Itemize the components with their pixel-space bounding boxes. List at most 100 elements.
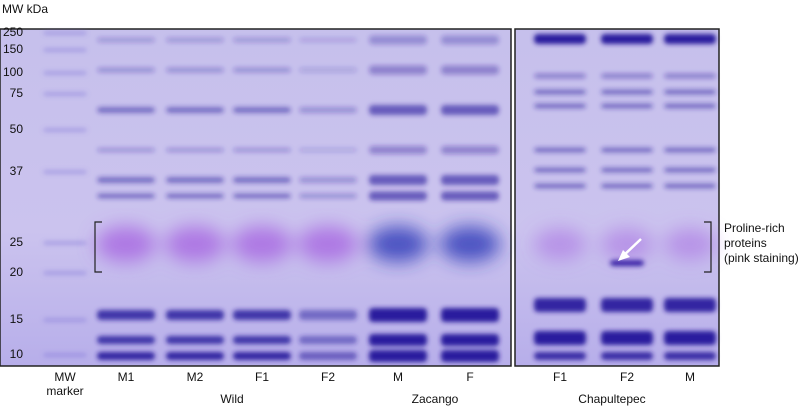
band	[97, 67, 155, 73]
gel-right	[514, 28, 720, 367]
band	[299, 37, 357, 43]
band	[441, 65, 499, 75]
band	[299, 336, 357, 344]
band	[43, 48, 87, 52]
mw-label: 37	[10, 164, 24, 178]
band	[299, 177, 357, 183]
band	[166, 352, 224, 360]
pink-blob	[534, 228, 586, 260]
band	[441, 175, 499, 185]
band	[601, 73, 653, 79]
band	[299, 193, 357, 199]
band	[664, 103, 716, 109]
band	[369, 35, 427, 45]
band	[664, 298, 716, 312]
band	[97, 310, 155, 320]
band	[299, 310, 357, 320]
group-label: Chapultepec	[578, 392, 645, 406]
pink-blob	[664, 228, 716, 260]
band	[601, 34, 653, 44]
lane-label: F2	[620, 370, 634, 384]
mw-label: 10	[10, 347, 24, 361]
band	[369, 334, 427, 346]
band	[43, 241, 87, 245]
band	[664, 73, 716, 79]
band	[299, 352, 357, 360]
band	[664, 147, 716, 153]
lane-label: M2	[187, 370, 204, 384]
band	[233, 352, 291, 360]
band	[441, 35, 499, 45]
band	[664, 352, 716, 360]
band	[233, 37, 291, 43]
bracket	[704, 221, 712, 273]
band	[299, 67, 357, 73]
band	[233, 107, 291, 113]
lane-label: F2	[321, 370, 335, 384]
band	[534, 103, 586, 109]
band	[601, 167, 653, 173]
pink-blob	[601, 228, 653, 260]
band	[534, 34, 586, 44]
band	[534, 298, 586, 312]
band	[534, 73, 586, 79]
band	[43, 170, 87, 174]
pink-blob	[165, 226, 225, 262]
band	[664, 331, 716, 345]
band	[534, 352, 586, 360]
band	[97, 177, 155, 183]
band	[534, 89, 586, 95]
band	[233, 67, 291, 73]
band	[610, 260, 644, 266]
band	[369, 175, 427, 185]
band	[369, 146, 427, 154]
band	[299, 148, 357, 152]
arrow-head	[618, 250, 630, 261]
band	[97, 352, 155, 360]
band	[233, 148, 291, 152]
pink-blob	[368, 226, 428, 262]
band	[97, 336, 155, 344]
band	[166, 336, 224, 344]
annotation: proteins	[724, 236, 767, 250]
band	[233, 177, 291, 183]
band	[166, 148, 224, 152]
mw-label: 15	[10, 312, 24, 326]
lane-label: MW	[54, 370, 76, 384]
band	[369, 308, 427, 322]
mw-label: 25	[10, 235, 24, 249]
band	[43, 353, 87, 357]
band	[664, 34, 716, 44]
band	[43, 128, 87, 132]
band	[441, 191, 499, 201]
group-label: Zacango	[412, 392, 459, 406]
band	[233, 193, 291, 199]
band	[601, 103, 653, 109]
band	[534, 147, 586, 153]
mw-label: 250	[3, 25, 23, 39]
bracket	[94, 221, 102, 273]
band	[441, 334, 499, 346]
mw-label: 100	[3, 65, 23, 79]
pink-blob	[96, 226, 156, 262]
band	[601, 89, 653, 95]
band	[166, 107, 224, 113]
band	[534, 331, 586, 345]
band	[441, 308, 499, 322]
band	[369, 350, 427, 362]
axis-title: MW kDa	[2, 2, 48, 16]
band	[166, 177, 224, 183]
band	[43, 271, 87, 275]
band	[43, 31, 87, 35]
band	[43, 318, 87, 322]
band	[534, 183, 586, 189]
band	[369, 191, 427, 201]
band	[166, 37, 224, 43]
group-label: Wild	[220, 392, 243, 406]
band	[166, 193, 224, 199]
bands	[43, 31, 716, 362]
lane-label: F	[466, 370, 473, 384]
band	[97, 37, 155, 43]
band	[43, 92, 87, 96]
